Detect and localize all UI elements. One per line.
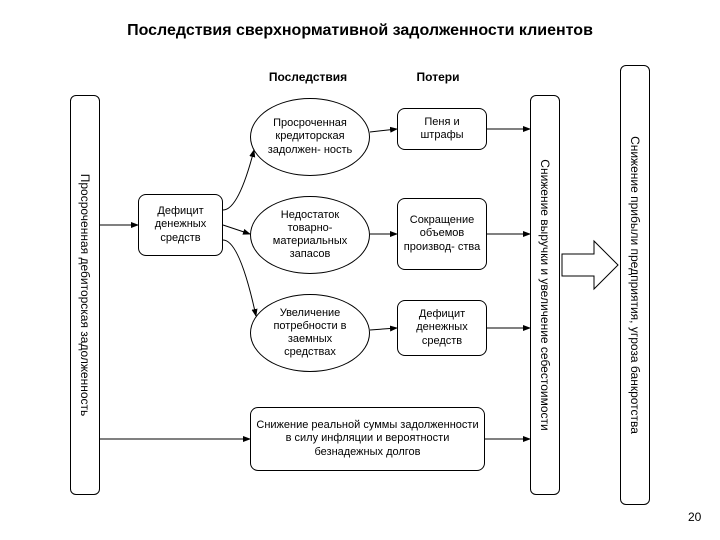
arrow [223,225,250,234]
arrow [370,328,397,330]
vbox-profit-bankruptcy: Снижение прибыли предприятия, угроза бан… [620,65,650,505]
node-deficit-2-label: Дефицит денежных средств [402,308,482,348]
vbox-revenue-cost-label: Снижение выручки и увеличение себестоимо… [538,159,552,430]
node-production-reduction-label: Сокращение объемов производ- ства [402,214,482,254]
vbox-receivables: Просроченная дебиторская задолженность [70,95,100,495]
node-deficit-1-label: Дефицит денежных средств [143,205,218,245]
arrow [370,129,397,132]
node-loan-need: Увеличение потребности в заемных средств… [250,294,370,372]
node-penalties: Пеня и штрафы [397,108,487,150]
node-production-reduction: Сокращение объемов производ- ства [397,198,487,270]
big-arrow [562,241,618,289]
header-consequences: Последствия [258,70,358,84]
page-number: 20 [688,510,701,524]
node-loan-need-label: Увеличение потребности в заемных средств… [261,307,359,360]
diagram-stage: Последствия сверхнормативной задолженнос… [0,0,720,540]
node-deficit-1: Дефицит денежных средств [138,194,223,256]
header-losses: Потери [403,70,473,84]
page-title: Последствия сверхнормативной задолженнос… [0,22,720,40]
node-penalties-label: Пеня и штрафы [402,116,482,142]
vbox-receivables-label: Просроченная дебиторская задолженность [78,174,92,417]
node-deficit-2: Дефицит денежных средств [397,300,487,356]
node-stock-shortage: Недостаток товарно- материальных запасов [250,196,370,274]
node-creditor-debt: Просроченная кредиторская задолжен- ност… [250,98,370,176]
arrow [223,150,254,210]
node-stock-shortage-label: Недостаток товарно- материальных запасов [261,209,359,262]
vbox-revenue-cost: Снижение выручки и увеличение себестоимо… [530,95,560,495]
arrow [223,240,256,316]
node-inflation: Снижение реальной суммы задолженности в … [250,407,485,471]
node-inflation-label: Снижение реальной суммы задолженности в … [255,419,480,459]
node-creditor-debt-label: Просроченная кредиторская задолжен- ност… [261,117,359,157]
vbox-profit-bankruptcy-label: Снижение прибыли предприятия, угроза бан… [628,136,642,434]
